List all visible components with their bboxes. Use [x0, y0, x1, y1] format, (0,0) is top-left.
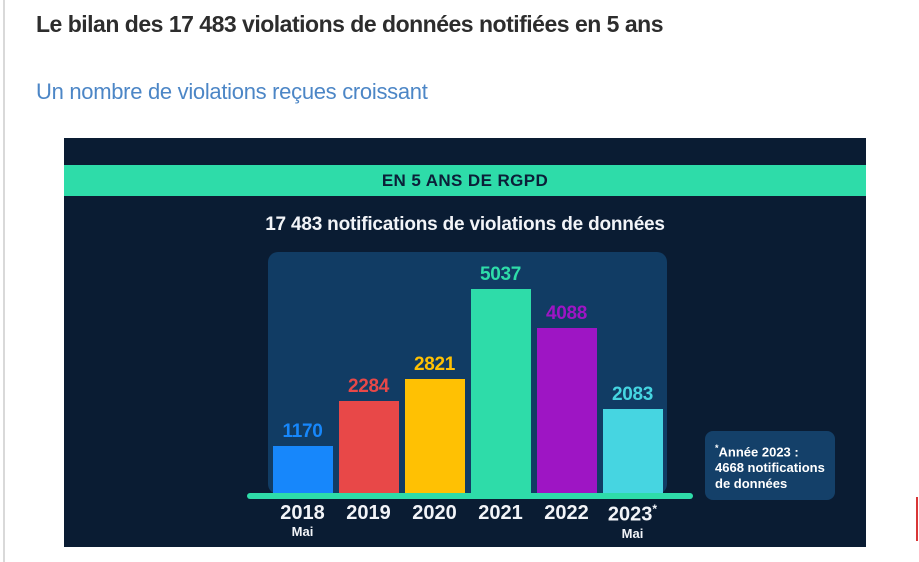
x-tick: 2019	[339, 503, 399, 540]
bar-2021	[470, 289, 531, 494]
bar-column: 4088	[536, 303, 597, 494]
bar-2019	[338, 401, 399, 494]
x-axis-line	[247, 493, 693, 499]
bar-value-label: 1170	[282, 421, 323, 442]
x-tick: 2023* Mai	[603, 503, 663, 540]
bar-2023	[602, 409, 663, 494]
x-tick: 2022	[537, 503, 597, 540]
chart-title: 17 483 notifications de violations de do…	[265, 214, 665, 235]
page-subtitle: Un nombre de violations reçues croissant	[36, 79, 428, 104]
x-tick-asterisk: *	[652, 502, 658, 516]
bar-value-label: 2821	[413, 354, 456, 375]
banner: EN 5 ANS DE RGPD	[64, 165, 866, 196]
x-tick: 2018 Mai	[273, 503, 333, 540]
bar-2020	[404, 379, 465, 494]
right-edge-marker	[916, 497, 918, 541]
x-tick-subtext: Mai	[291, 524, 314, 539]
x-tick-label: 2022	[544, 502, 589, 524]
page-left-border	[3, 0, 5, 562]
bar-column: 2083	[602, 384, 663, 494]
infographic: EN 5 ANS DE RGPD 17 483 notifications de…	[64, 138, 866, 547]
x-tick: 2020	[405, 503, 465, 540]
x-tick-label: 2020	[412, 502, 457, 524]
bar-value-label: 5037	[479, 264, 522, 285]
x-tick-subtext	[405, 525, 465, 538]
x-tick: 2021	[471, 503, 531, 540]
bar-2022	[536, 328, 597, 494]
x-tick-subtext	[339, 525, 399, 538]
bar-value-label: 2083	[611, 384, 654, 405]
bar-value-label: 4088	[545, 303, 588, 324]
x-tick-subtext	[471, 525, 531, 538]
annotation-line: *Année 2023 :	[715, 443, 799, 460]
x-tick-subtext: Mai	[621, 525, 644, 541]
bar-column: 2821	[404, 354, 465, 494]
x-axis-labels: 2018 Mai 2019 2020 2021 2022 2023* Mai	[268, 503, 667, 540]
bar-column: 2284	[338, 376, 399, 494]
annotation-box: *Année 2023 : 4668 notifications de donn…	[705, 431, 835, 501]
annotation-asterisk: *	[715, 443, 719, 453]
annotation-line: 4668 notifications	[715, 460, 825, 476]
page-title: Le bilan des 17 483 violations de donnée…	[36, 11, 664, 37]
x-tick-label: 2021	[478, 502, 523, 524]
x-tick-label: 2018	[280, 502, 325, 524]
bar-2018	[272, 446, 333, 494]
annotation-line: de données	[715, 476, 788, 492]
bar-column: 1170	[272, 421, 333, 494]
plot-panel: 1170 2284 2821 5037 4088 2083	[268, 252, 667, 494]
x-tick-subtext	[537, 525, 597, 538]
x-tick-label: 2019	[346, 502, 391, 524]
bar-value-label: 2284	[347, 376, 390, 397]
x-tick-label: 2023*	[607, 502, 658, 526]
bar-column: 5037	[470, 264, 531, 494]
